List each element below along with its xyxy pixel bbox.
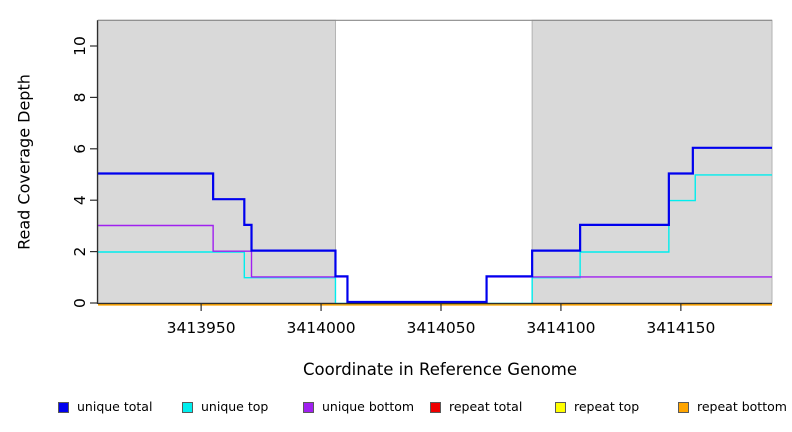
legend: unique total unique top unique bottom repea…	[0, 400, 792, 422]
legend-swatch-unique-top	[182, 401, 193, 413]
series-line-unique-total	[98, 146, 772, 304]
legend-item-unique-bottom: unique bottom	[303, 400, 414, 414]
legend-label-repeat-total: repeat total	[449, 399, 523, 414]
legend-item-repeat-bottom: repeat bottom	[678, 400, 787, 414]
legend-item-repeat-total: repeat total	[430, 400, 522, 414]
x-tick-label: 3414100	[526, 319, 595, 337]
legend-swatch-repeat-total	[430, 401, 441, 413]
legend-item-unique-top: unique top	[182, 400, 268, 414]
y-tick-label: 0	[71, 298, 89, 308]
series-line-unique-top	[98, 174, 772, 305]
x-tick-label: 3414050	[406, 319, 475, 337]
y-tick-label: 4	[71, 195, 89, 205]
y-tick-label: 10	[71, 36, 89, 56]
x-tick-label: 3414000	[287, 319, 356, 337]
masked-region-right	[531, 19, 773, 304]
legend-label-unique-total: unique total	[77, 399, 153, 414]
legend-label-unique-bottom: unique bottom	[322, 399, 415, 414]
x-axis-title: Coordinate in Reference Genome	[302, 360, 578, 379]
legend-label-repeat-bottom: repeat bottom	[697, 399, 787, 414]
legend-item-repeat-top: repeat top	[555, 400, 639, 414]
legend-item-unique-total: unique total	[58, 400, 152, 414]
legend-swatch-unique-total	[58, 401, 69, 413]
y-tick-label: 2	[71, 247, 89, 257]
legend-swatch-unique-bottom	[303, 401, 314, 413]
y-axis-title: Read Coverage Depth	[14, 74, 34, 250]
y-tick-label: 8	[71, 92, 89, 102]
legend-label-repeat-top: repeat top	[574, 399, 640, 414]
masked-region-left	[97, 19, 336, 304]
x-tick-label: 3413950	[167, 319, 236, 337]
x-tick-label: 3414150	[646, 319, 715, 337]
legend-swatch-repeat-top	[555, 401, 566, 413]
legend-swatch-repeat-bottom	[678, 401, 689, 413]
y-tick-label: 6	[71, 144, 89, 154]
legend-label-unique-top: unique top	[201, 399, 269, 414]
